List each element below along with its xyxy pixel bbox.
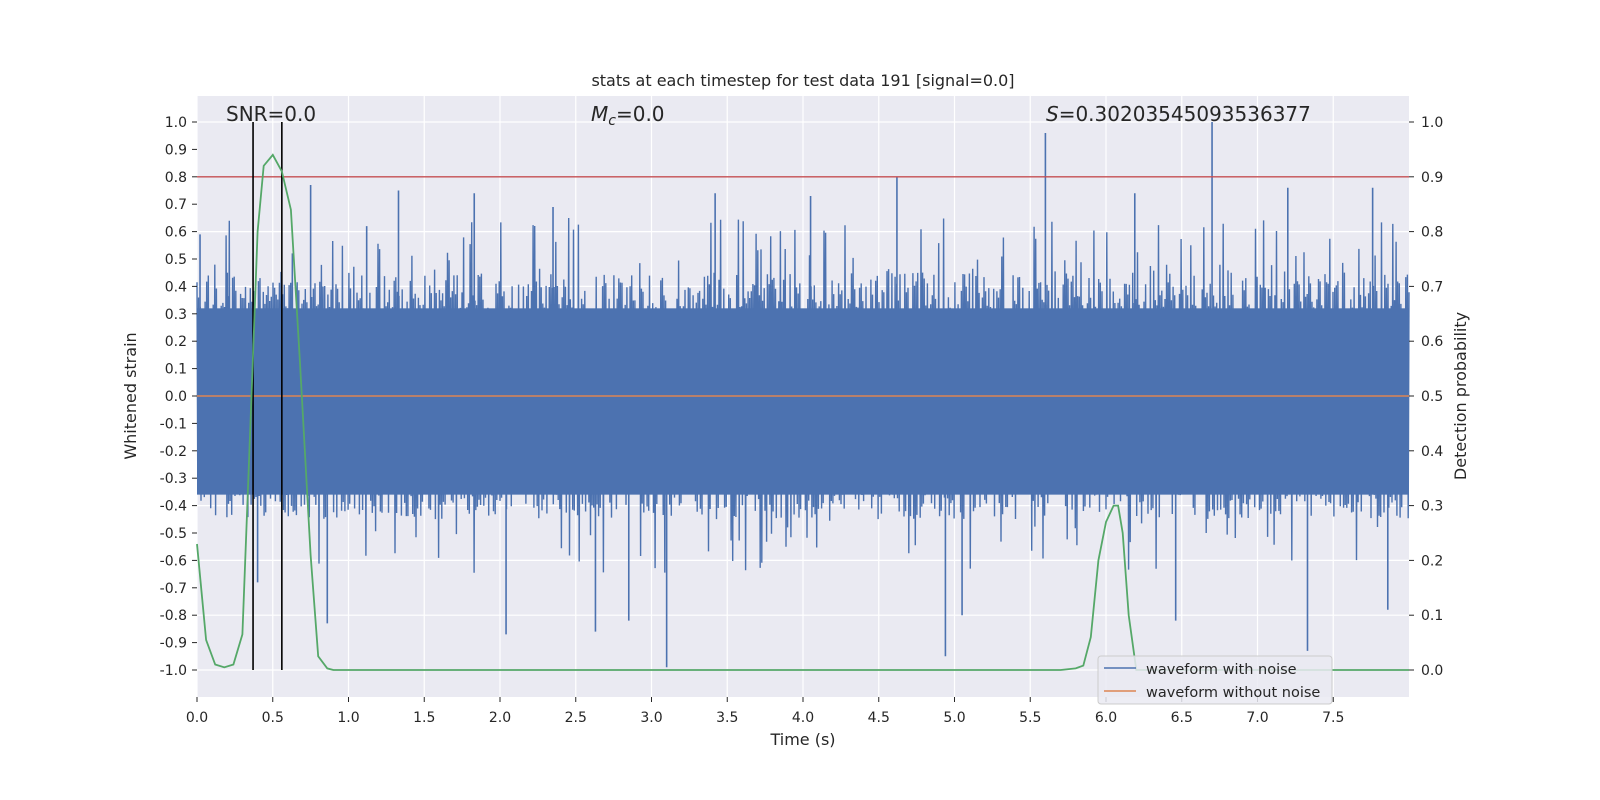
y2-tick-label: 0.2 <box>1421 553 1443 569</box>
x-tick-label: 4.0 <box>792 710 814 726</box>
snr-annotation: SNR=0.0 <box>226 102 316 126</box>
y2-tick-label: 0.7 <box>1421 279 1443 295</box>
y-tick-label: -0.3 <box>160 471 187 487</box>
y-tick-label: 0.0 <box>165 389 187 405</box>
y2-tick-label: 0.1 <box>1421 608 1443 624</box>
y-tick-label: 0.7 <box>165 197 187 213</box>
y-axis-ticks: 1.0 0.9 0.8 0.7 0.6 0.5 0.4 0.3 0.2 0.1 0.0 -0.1 -0.… <box>160 115 197 679</box>
mc-subscript: c <box>608 113 616 129</box>
s-symbol: S <box>1046 102 1059 126</box>
y-tick-label: -0.1 <box>160 416 187 432</box>
y2-tick-label: 0.6 <box>1421 334 1443 350</box>
s-value: =0.30203545093536377 <box>1059 102 1311 126</box>
y-tick-label: 0.1 <box>165 362 187 378</box>
x-tick-label: 5.5 <box>1019 710 1041 726</box>
x-tick-label: 6.5 <box>1171 710 1193 726</box>
x-tick-label: 3.5 <box>716 710 738 726</box>
probability-curve <box>196 153 1409 671</box>
y-tick-label: 1.0 <box>165 115 187 131</box>
x-axis-label: Time (s) <box>769 730 835 749</box>
y-tick-label: -0.5 <box>160 526 187 542</box>
legend-box <box>1097 655 1333 705</box>
x-tick-label: 0.0 <box>186 710 208 726</box>
y-tick-label: -0.9 <box>160 636 187 652</box>
waveform-with-noise <box>196 122 1410 668</box>
mc-annotation: Mc=0.0 <box>591 102 665 129</box>
x-tick-label: 0.5 <box>262 710 284 726</box>
marker-lines <box>252 122 283 670</box>
y2-tick-label: 0.3 <box>1421 499 1443 515</box>
detection-probability <box>196 153 1409 671</box>
y2-tick-label: 0.0 <box>1421 663 1443 679</box>
y2-tick-label: 0.8 <box>1421 225 1443 241</box>
x-tick-label: 2.5 <box>565 710 587 726</box>
y-tick-label: 0.4 <box>165 279 187 295</box>
x-axis-ticks: 0.0 0.5 1.0 1.5 2.0 2.5 3.0 3.5 4.0 4.5 5.0 5.5 6.0 6… <box>186 697 1344 726</box>
x-tick-label: 2.0 <box>489 710 511 726</box>
noise-core <box>197 308 1409 495</box>
x-tick-label: 3.0 <box>640 710 662 726</box>
y-tick-label: 0.8 <box>165 170 187 186</box>
y-tick-label: -0.7 <box>160 581 187 597</box>
y2-axis-ticks: 1.0 0.9 0.8 0.7 0.6 0.5 0.4 0.3 0.2 0.1 0.0 <box>1409 115 1443 679</box>
x-tick-label: 1.5 <box>413 710 435 726</box>
y-tick-label: -0.4 <box>160 499 187 515</box>
legend: waveform with noise waveform without noi… <box>1097 655 1333 705</box>
x-tick-label: 4.5 <box>868 710 890 726</box>
x-tick-label: 7.5 <box>1322 710 1344 726</box>
x-tick-label: 7.0 <box>1246 710 1268 726</box>
y2-tick-label: 0.4 <box>1421 444 1443 460</box>
y2-tick-label: 0.9 <box>1421 170 1443 186</box>
y-tick-label: -1.0 <box>160 663 187 679</box>
x-tick-label: 5.0 <box>943 710 965 726</box>
y2-tick-label: 1.0 <box>1421 115 1443 131</box>
x-tick-label: 1.0 <box>337 710 359 726</box>
y2-tick-label: 0.5 <box>1421 389 1443 405</box>
x-tick-label: 6.0 <box>1095 710 1117 726</box>
y-axis-label: Whitened strain <box>121 332 140 459</box>
y-tick-label: 0.3 <box>165 307 187 323</box>
y-tick-label: 0.5 <box>165 252 187 268</box>
legend-label-clean: waveform without noise <box>1146 685 1320 701</box>
mc-value: =0.0 <box>616 102 665 126</box>
y-tick-label: 0.2 <box>165 334 187 350</box>
y-tick-label: -0.8 <box>160 608 187 624</box>
s-annotation: S=0.30203545093536377 <box>1046 102 1311 126</box>
y-tick-label: -0.2 <box>160 444 187 460</box>
mc-symbol: M <box>591 102 608 126</box>
chart-title: stats at each timestep for test data 191… <box>591 71 1014 90</box>
y-tick-label: 0.6 <box>165 225 187 241</box>
y-tick-label: 0.9 <box>165 142 187 158</box>
legend-label-noise: waveform with noise <box>1146 662 1297 678</box>
y-tick-label: -0.6 <box>160 553 187 569</box>
y2-axis-label: Detection probability <box>1451 312 1470 480</box>
